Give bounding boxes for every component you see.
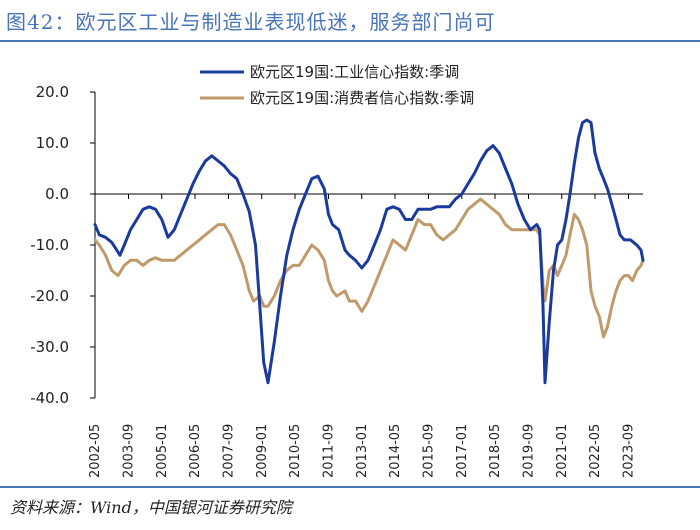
- x-tick-label: 2006-05: [188, 424, 203, 478]
- y-tick-label: 20.0: [36, 83, 69, 101]
- legend-label-consumer: 欧元区19国:消费者信心指数:季调: [250, 89, 474, 107]
- x-tick-label: 2015-09: [422, 424, 437, 478]
- line-chart: 欧元区19国:工业信心指数:季调 欧元区19国:消费者信心指数:季调 20.0 1…: [30, 63, 645, 478]
- x-tick-label: 2003-09: [122, 424, 137, 478]
- y-tick-label: -20.0: [30, 287, 69, 305]
- y-tick-label: 10.0: [36, 134, 69, 152]
- footer-divider: [0, 486, 700, 488]
- chart-legend: 欧元区19国:工业信心指数:季调 欧元区19国:消费者信心指数:季调: [200, 63, 474, 107]
- y-tick-label: -40.0: [30, 389, 69, 407]
- legend-label-industry: 欧元区19国:工业信心指数:季调: [250, 63, 459, 81]
- x-tick-label: 2023-09: [622, 424, 637, 478]
- x-tick-label: 2011-09: [322, 424, 337, 478]
- x-tick-label: 2017-01: [455, 424, 470, 478]
- x-axis: 2002-05 2003-09 2005-01 2006-05 2007-09 2009-…: [88, 193, 643, 478]
- x-tick-label: 2007-09: [222, 424, 237, 478]
- x-tick-label: 2018-05: [488, 424, 503, 478]
- x-tick-label: 2022-05: [588, 424, 603, 478]
- x-tick-label: 2002-05: [88, 424, 103, 478]
- x-tick-label: 2019-09: [522, 424, 537, 478]
- x-tick-label: 2010-05: [288, 424, 303, 478]
- source-note: 资料来源：Wind，中国银河证券研究院: [10, 498, 292, 517]
- title-divider: [0, 40, 700, 42]
- page-title: 图42：欧元区工业与制造业表现低迷，服务部门尚可: [6, 10, 496, 34]
- x-tick-label: 2014-05: [388, 424, 403, 478]
- x-tick-label: 2013-01: [355, 424, 370, 478]
- chart-series: [93, 118, 645, 385]
- y-tick-label: -10.0: [30, 236, 69, 254]
- x-tick-label: 2009-01: [255, 424, 270, 478]
- x-tick-label: 2005-01: [155, 424, 170, 478]
- x-tick-label: 2021-01: [555, 424, 570, 478]
- series-line-consumer: [93, 197, 645, 339]
- y-axis: 20.0 10.0 0.0 -10.0 -20.0 -30.0 -40.0: [30, 83, 96, 407]
- series-line-industry: [93, 118, 645, 385]
- y-tick-label: 0.0: [45, 185, 69, 203]
- y-tick-label: -30.0: [30, 338, 69, 356]
